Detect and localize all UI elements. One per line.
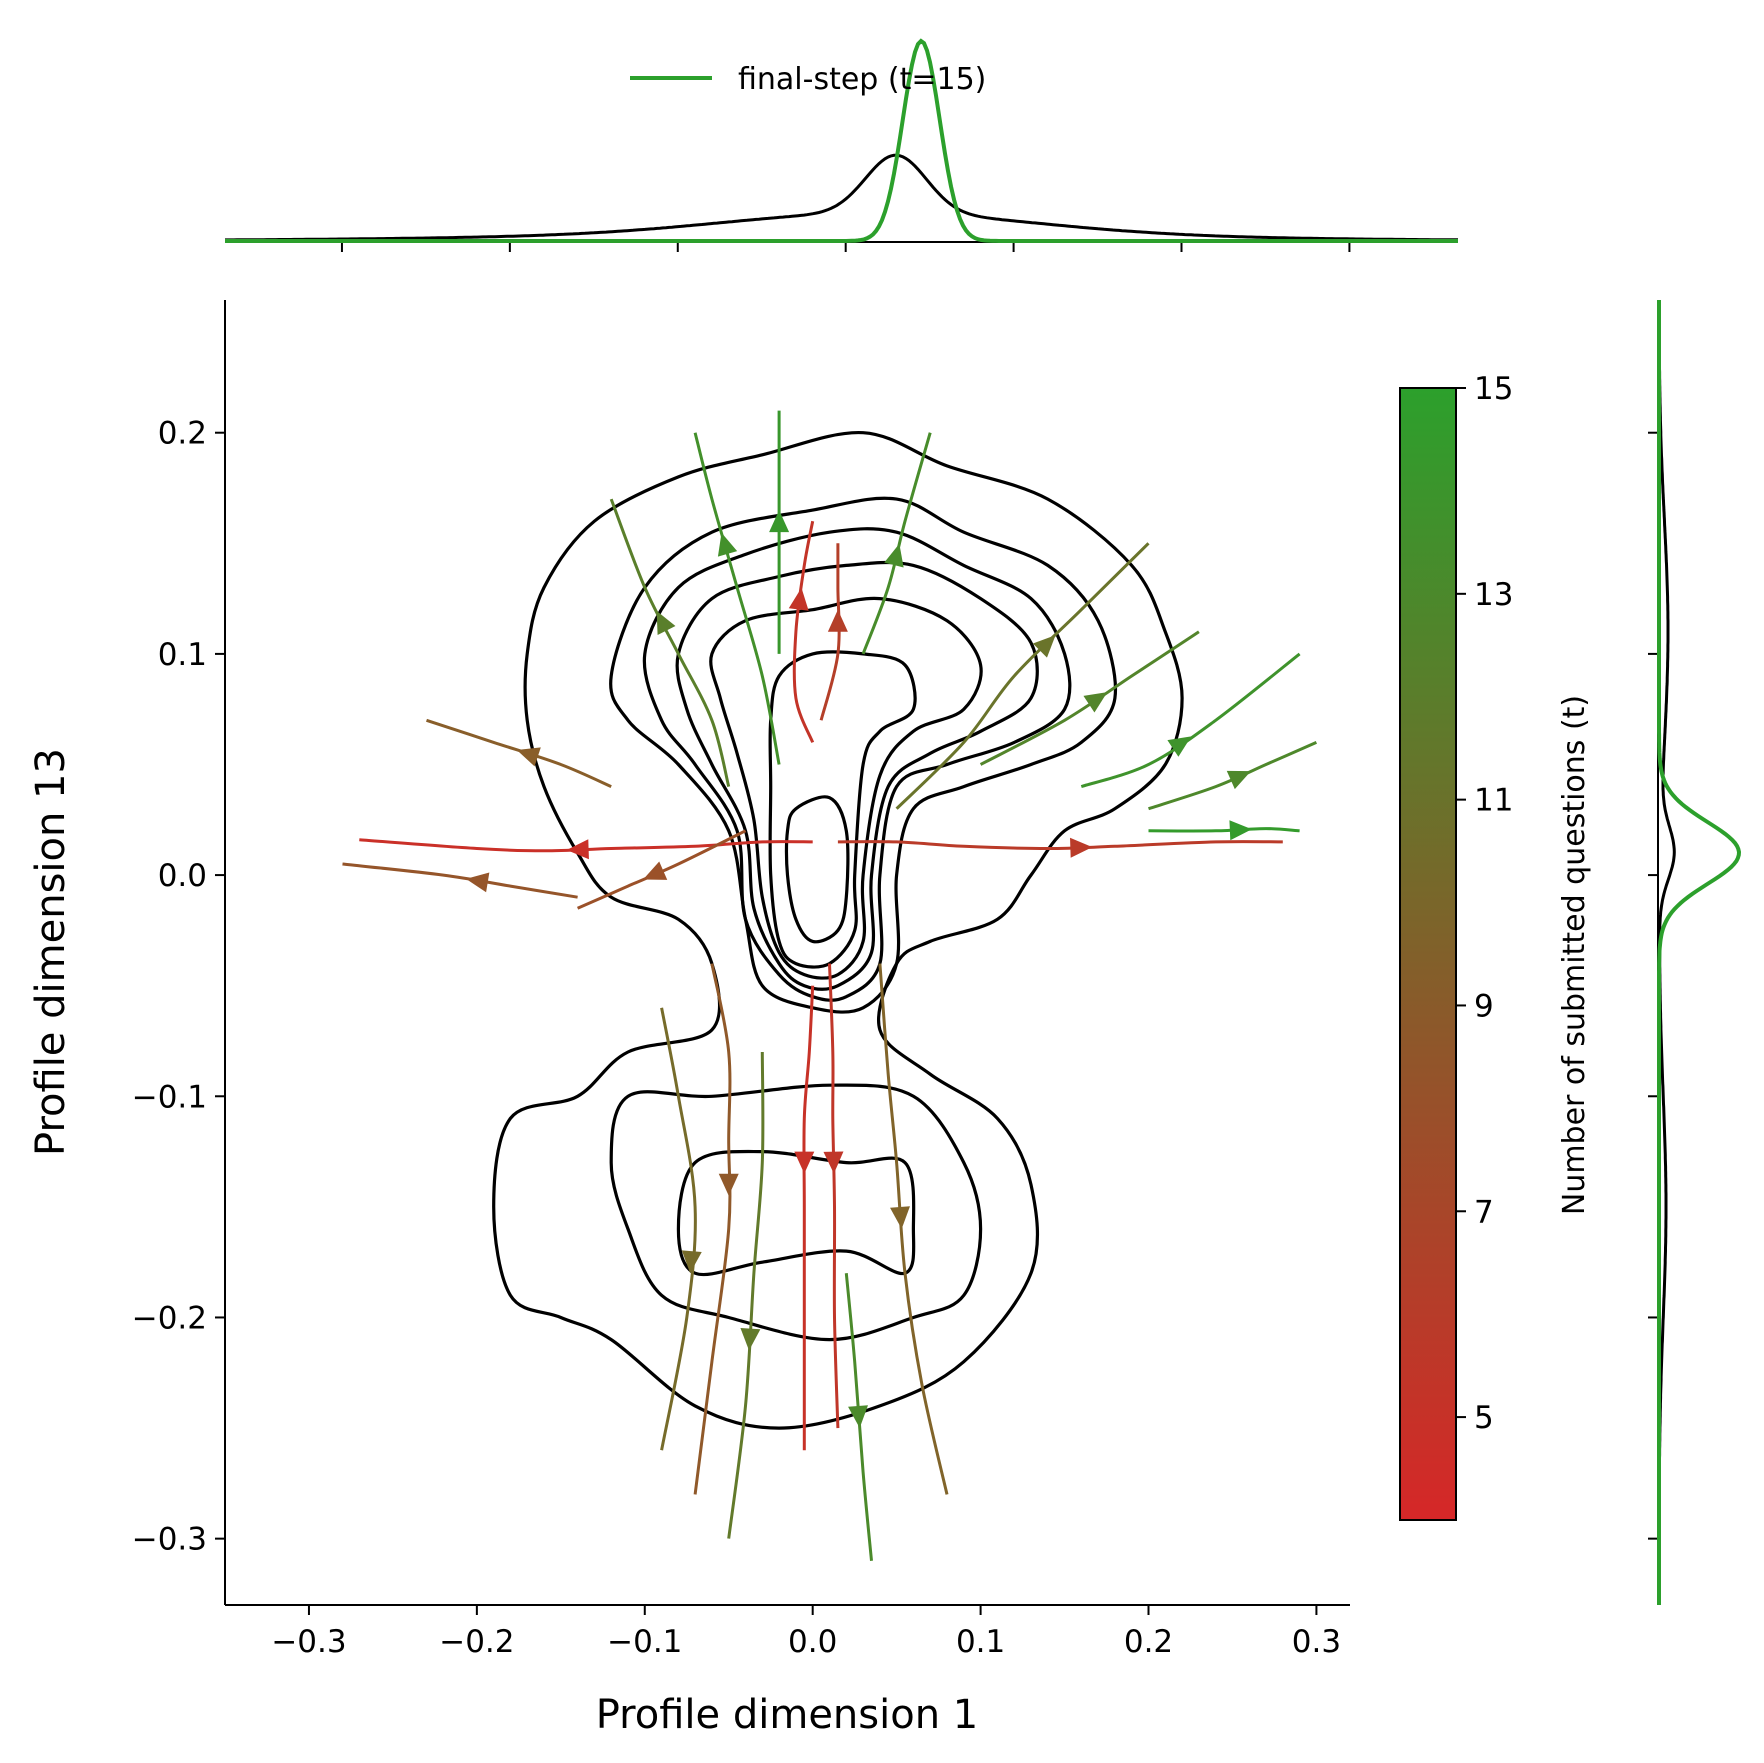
- legend-label: final-step (t=15): [738, 62, 986, 97]
- streamline-arrow: [566, 839, 589, 860]
- y-axis-label: Profile dimension 13: [28, 748, 74, 1156]
- colorbar-ticks: 5 7 9 11 13 15: [1456, 371, 1513, 1436]
- top-marginal-ticks: [340, 242, 1351, 252]
- colorbar-tick-label: 7: [1474, 1194, 1494, 1230]
- streamline-arrow: [718, 1173, 739, 1196]
- streamline-arrow: [643, 861, 668, 880]
- streamline: [693, 963, 732, 1495]
- streamline: [727, 1051, 765, 1539]
- streamline-arrow: [884, 543, 904, 568]
- contour-line: [784, 795, 850, 944]
- x-tick-label: 0.3: [1292, 1624, 1341, 1660]
- streamline: [819, 543, 841, 721]
- streamline-arrow: [788, 587, 809, 611]
- streamline: [660, 1007, 697, 1451]
- contour-line: [768, 650, 917, 969]
- streamline-arrow: [1226, 770, 1251, 790]
- y-tick-label: 0.2: [158, 416, 207, 452]
- streamline: [1148, 827, 1300, 833]
- colorbar-label: Number of submitted questions (t): [1557, 695, 1592, 1215]
- streamline-arrow: [1167, 736, 1192, 757]
- streamline: [342, 862, 578, 899]
- right-marginal-final-kde: [1657, 300, 1742, 1605]
- colorbar-tick-label: 9: [1474, 988, 1494, 1024]
- contour-line: [492, 431, 1184, 1430]
- legend: final-step (t=15): [630, 62, 986, 97]
- x-tick-label: −0.2: [439, 1624, 514, 1660]
- streamline-arrow: [740, 1327, 761, 1351]
- right-marginal: [1648, 300, 1742, 1605]
- x-tick-label: −0.1: [607, 1624, 682, 1660]
- streamline: [802, 985, 815, 1451]
- y-tick-label: −0.1: [132, 1079, 207, 1115]
- top-marginal-final-kde: [225, 38, 1458, 243]
- streamline-arrow: [1032, 635, 1056, 658]
- top-marginal: final-step (t=15): [225, 38, 1458, 252]
- colorbar-tick-label: 15: [1474, 371, 1513, 407]
- streamline-arrow: [466, 872, 490, 893]
- colorbar-tick-label: 11: [1474, 783, 1513, 819]
- streamline-arrow: [827, 609, 848, 632]
- streamline-arrow: [823, 1151, 844, 1174]
- streamline-arrow: [656, 610, 676, 636]
- streamline-arrow: [848, 1405, 869, 1428]
- y-tick-label: −0.2: [132, 1300, 207, 1336]
- x-tick-label: 0.1: [956, 1624, 1005, 1660]
- x-tick-label: −0.3: [271, 1624, 346, 1660]
- y-tick-label: −0.3: [132, 1522, 207, 1558]
- streamlines: [342, 410, 1318, 1561]
- x-tick-label: 0.0: [788, 1624, 837, 1660]
- streamline-arrow: [890, 1206, 910, 1229]
- y-tick-label: 0.1: [158, 637, 207, 673]
- x-ticks: −0.3 −0.2 −0.1 0.0 0.1 0.2 0.3: [271, 1605, 1341, 1660]
- contour-line: [675, 560, 1039, 991]
- contour-line: [609, 1083, 983, 1342]
- contour-line: [642, 527, 1072, 1002]
- streamline-arrow: [1229, 820, 1252, 841]
- streamline-arrow: [681, 1250, 702, 1274]
- contour-line: [709, 596, 983, 980]
- streamline-arrow: [1070, 837, 1093, 858]
- x-tick-label: 0.2: [1124, 1624, 1173, 1660]
- colorbar: 5 7 9 11 13 15 Number of submitted questions …: [1399, 371, 1592, 1521]
- streamline: [609, 498, 731, 787]
- streamline: [895, 542, 1150, 810]
- streamline-arrow: [516, 747, 541, 767]
- y-tick-label: 0.0: [158, 858, 207, 894]
- streamline: [359, 838, 813, 853]
- colorbar-tick-label: 5: [1474, 1400, 1494, 1436]
- streamline-arrow: [1083, 692, 1108, 713]
- x-axis-label: Profile dimension 1: [596, 1692, 978, 1738]
- colorbar-tick-label: 13: [1474, 577, 1513, 613]
- density-contours: [492, 431, 1184, 1430]
- y-ticks: −0.3 −0.2 −0.1 0.0 0.1 0.2: [132, 416, 225, 1558]
- right-marginal-ticks: [1648, 431, 1658, 1540]
- streamline-arrow: [769, 510, 790, 533]
- streamline: [792, 520, 815, 743]
- streamline: [837, 840, 1283, 851]
- streamline: [426, 718, 612, 788]
- top-marginal-all-kde: [225, 153, 1458, 242]
- streamline-arrow: [794, 1151, 815, 1174]
- streamline: [828, 963, 840, 1429]
- streamline-arrow: [717, 532, 738, 557]
- colorbar-gradient: [1399, 387, 1457, 1521]
- contour-line: [676, 1149, 916, 1277]
- streamline: [693, 432, 781, 765]
- streamline: [861, 432, 932, 655]
- main-plot: −0.3 −0.2 −0.1 0.0 0.1 0.2 0.3 −0.3 −0.2 −0.1 0.0…: [28, 300, 1350, 1738]
